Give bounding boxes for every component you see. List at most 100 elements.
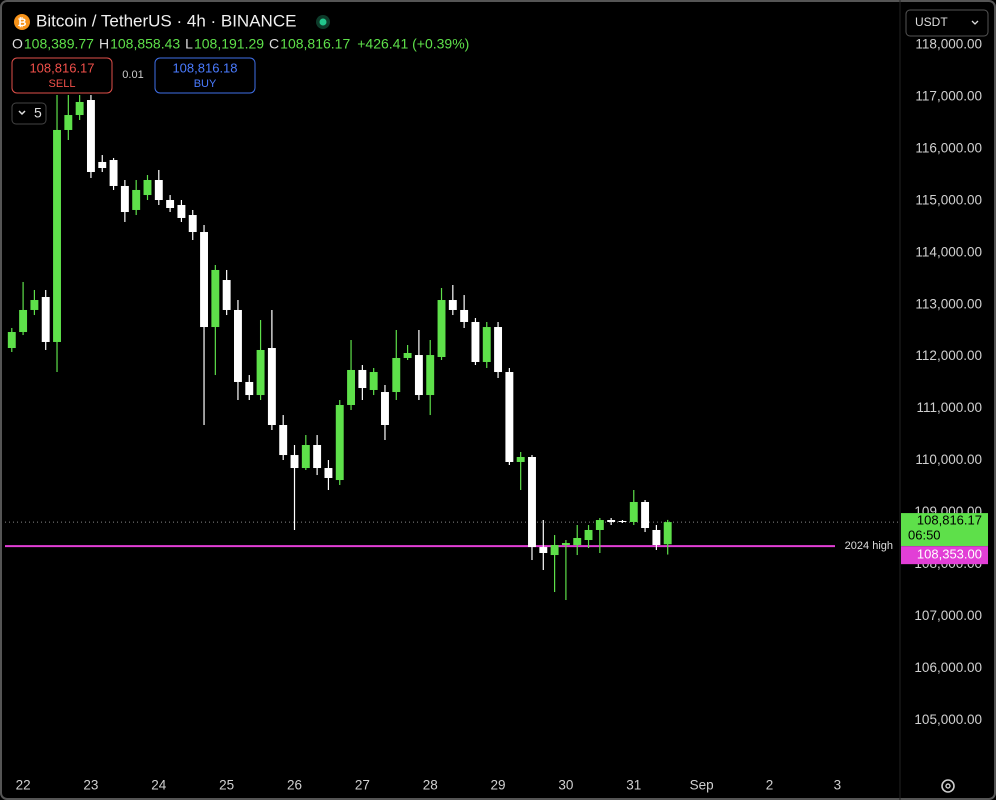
candle-body (200, 232, 208, 328)
candle-body (211, 269, 220, 328)
candle-body (279, 425, 288, 456)
x-tick-label: 2 (766, 778, 774, 793)
indicator-count[interactable]: 5 (34, 105, 42, 121)
x-tick-label: 24 (151, 778, 167, 793)
candle-body (663, 522, 672, 545)
buy-price[interactable]: 108,816.18 (172, 60, 237, 75)
candle-body (234, 309, 242, 382)
y-tick-label: 117,000.00 (915, 89, 982, 104)
x-tick-label: 29 (491, 778, 506, 793)
coin-symbol: ₿ (18, 17, 27, 29)
indicator-toggle[interactable] (11, 102, 47, 125)
y-tick-label: 113,000.00 (915, 296, 982, 311)
currency[interactable]: USDT (915, 15, 948, 29)
ohlc-key: L (185, 36, 193, 52)
x-tick-label: 23 (83, 778, 98, 793)
candle-body (256, 349, 265, 396)
candle-body (109, 160, 118, 186)
ohlc-value: 108,389.77 (24, 36, 94, 52)
candle-body (584, 529, 593, 541)
candle-body (528, 457, 536, 548)
candle-body (75, 101, 84, 116)
chevron (18, 110, 26, 116)
settings-icon[interactable] (941, 779, 955, 793)
candle-body (618, 521, 627, 523)
y-tick-label: 114,000.00 (915, 244, 982, 259)
spread: 0.01 (122, 69, 143, 81)
y-tick-label: 107,000.00 (914, 608, 982, 623)
candle-body (132, 189, 141, 210)
candle-body (414, 355, 423, 396)
candle-body (482, 327, 491, 362)
candle-body (154, 180, 163, 201)
ohlc-key: H (99, 36, 109, 52)
gear-hub[interactable] (945, 783, 951, 789)
sell-price[interactable]: 108,816.17 (29, 60, 94, 75)
currency-select[interactable] (905, 9, 989, 37)
sell-button[interactable] (11, 57, 113, 94)
ohlc-key: C (269, 36, 279, 52)
last-price-box (901, 513, 988, 547)
ohlc-key: O (12, 36, 23, 52)
candle-body (64, 115, 73, 130)
candle-body (448, 300, 457, 310)
candle-body (313, 445, 322, 469)
buy-label[interactable]: BUY (194, 78, 217, 90)
candle-body (41, 296, 50, 342)
x-tick-label: 22 (16, 778, 31, 793)
candle-body (369, 372, 378, 390)
candle-body (143, 180, 152, 196)
y-tick-label: 106,000.00 (914, 660, 982, 675)
ohlc-value: 108,816.17 (280, 36, 350, 52)
candle-body (177, 204, 186, 218)
candle-body (267, 348, 276, 426)
x-tick-label: 25 (219, 778, 234, 793)
ohlc-value: 108,858.43 (110, 36, 180, 52)
candle-body (19, 309, 28, 333)
candle-body (573, 537, 582, 546)
ohlc-legend: O 108,389.77 H 108,858.43 L 108,191.29 C 108,81… (12, 36, 350, 52)
countdown: 06:50 (908, 528, 941, 543)
gear[interactable] (941, 779, 955, 793)
y-tick-label: 110,000.00 (915, 452, 982, 467)
candle-body (290, 455, 299, 469)
sell-label[interactable]: SELL (49, 78, 76, 90)
x-tick-label: 26 (287, 778, 302, 793)
candle-body (539, 547, 548, 554)
y-tick-label: 105,000.00 (914, 712, 982, 727)
ohlc-value: 108,191.29 (194, 36, 264, 52)
candle-body (561, 543, 570, 546)
x-tick-label: 31 (626, 778, 641, 793)
candle-body (120, 185, 129, 213)
candle-body (98, 161, 107, 169)
y-tick-label: 112,000.00 (915, 348, 982, 363)
candle-body (347, 369, 356, 406)
candle-body (460, 309, 469, 322)
candle-body (381, 392, 389, 426)
candle-body (301, 445, 310, 469)
y-tick-label: 116,000.00 (915, 140, 982, 155)
candle-body (222, 280, 231, 310)
x-tick-label: 30 (558, 778, 573, 793)
candle-body (245, 381, 254, 396)
change: +426.41 (+0.39%) (357, 36, 469, 52)
candle-body (516, 457, 525, 462)
candle-body (437, 300, 446, 357)
level-name: 2024 high (845, 540, 893, 552)
status-dot (319, 18, 327, 26)
chart-title: Bitcoin / TetherUS · 4h · BINANCE (36, 11, 296, 30)
candle-body (471, 321, 480, 362)
candle-body (166, 200, 175, 209)
level-price-box (901, 546, 988, 565)
candle-body (53, 129, 61, 342)
chevron (971, 20, 979, 25)
candle-body (607, 520, 616, 522)
coin-icon (14, 14, 30, 30)
x-tick-label: Sep (690, 778, 714, 793)
candle-body (652, 529, 661, 546)
buy-button[interactable] (154, 57, 256, 94)
candle-body (629, 501, 638, 522)
x-tick-label: 3 (834, 778, 842, 793)
